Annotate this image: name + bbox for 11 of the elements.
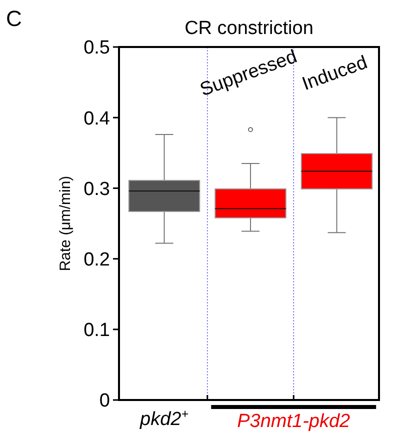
y-axis-title: Rate (μm/min) xyxy=(57,176,74,272)
x-tick-label: pkd2$^{+}$ xyxy=(139,407,188,430)
y-tick-label: 0.2 xyxy=(84,249,110,270)
text: C xyxy=(6,6,22,31)
y-tick-label: 0 xyxy=(99,390,110,412)
y-tick-label: 0.5 xyxy=(84,38,110,59)
y-tick-label: 0.1 xyxy=(84,320,110,342)
y-tick-label: 0.4 xyxy=(84,108,110,130)
chart-title: CR constriction xyxy=(184,18,314,39)
text: P3nmt1-pkd2 xyxy=(237,411,351,432)
y-tick-label: 0.3 xyxy=(84,178,110,200)
